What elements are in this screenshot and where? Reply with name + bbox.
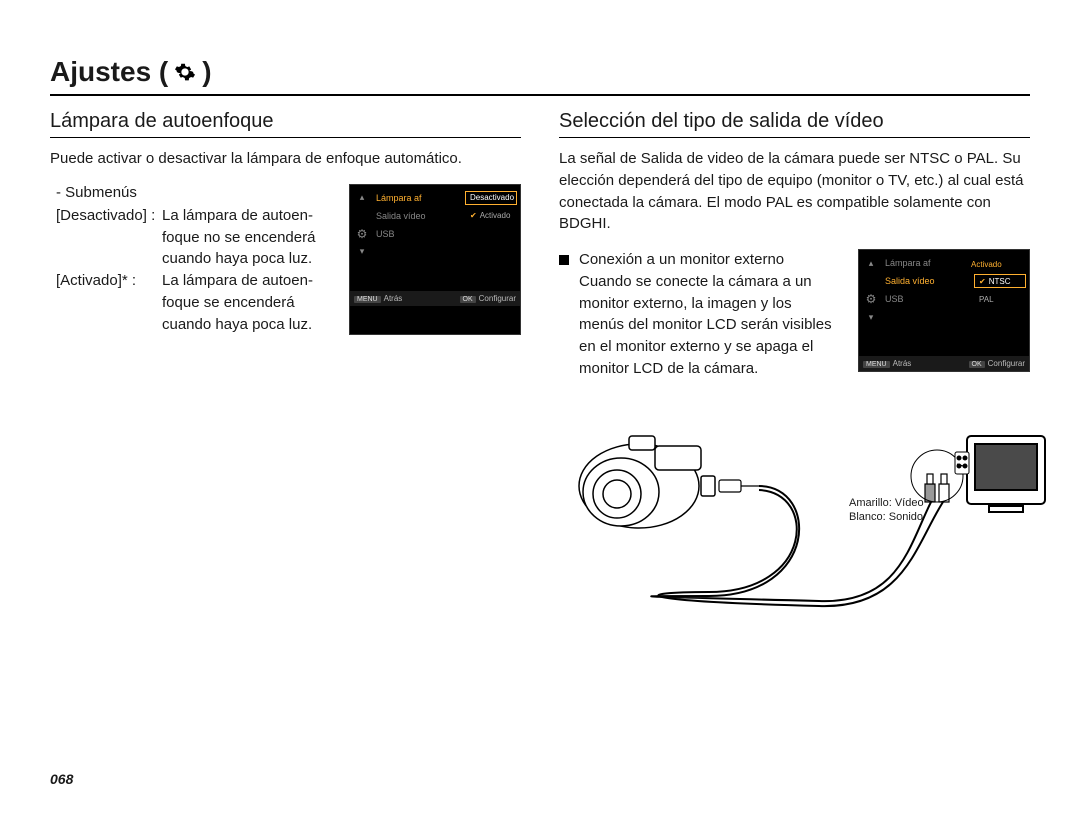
menu-item: Lámpara af (374, 193, 458, 203)
menu-option: PAL (974, 292, 1026, 306)
label-yellow: Amarillo: Vídeo (849, 496, 924, 511)
menu-button-icon: MENU (354, 296, 381, 303)
title-prefix: Ajustes ( (50, 56, 168, 88)
arrow-up-icon: ▴ (869, 258, 874, 269)
submenu-key: [Desactivado] : (56, 205, 162, 270)
menu-item: USB (883, 294, 967, 304)
camera-menu-af: ▴ Lámpara af Desactivado Salida vídeo ✔A… (349, 184, 521, 336)
connection-diagram: Amarillo: Vídeo Blanco: Sonido (559, 406, 1030, 626)
submenu-item: [Activado]* : La lámpara de autoen-foque… (50, 270, 333, 335)
lcd-footer: MENUAtrás OKConfigurar (350, 291, 520, 306)
bullet-body: Cuando se conecte la cámara a un monitor… (579, 271, 840, 380)
menu-value: Activado (967, 258, 1029, 269)
menu-item: Lámpara af (883, 258, 967, 268)
gear-icon (174, 61, 196, 83)
menu-option: ✔NTSC (974, 274, 1026, 288)
lcd-footer: MENUAtrás OKConfigurar (859, 356, 1029, 371)
menu-option: ✔Activado (465, 209, 517, 223)
square-bullet-icon (559, 255, 569, 265)
menu-option: Desactivado (465, 191, 517, 205)
title-suffix: ) (202, 56, 211, 88)
bullet-title: Conexión a un monitor externo (579, 249, 840, 271)
video-intro: La señal de Salida de video de la cámara… (559, 148, 1030, 235)
arrow-down-icon: ▾ (869, 312, 874, 323)
arrow-down-icon: ▾ (360, 246, 365, 257)
page-title: Ajustes ( ) (50, 56, 1030, 96)
right-column: Selección del tipo de salida de vídeo La… (559, 110, 1030, 626)
menu-item: USB (374, 229, 458, 239)
arrow-up-icon: ▴ (360, 192, 365, 203)
ok-button-icon: OK (460, 296, 476, 303)
camera-menu-video: ▴ Lámpara af Activado Salida vídeo ✔NTSC… (858, 249, 1030, 372)
submenu-item: [Desactivado] : La lámpara de autoen-foq… (50, 205, 333, 270)
section-heading-video: Selección del tipo de salida de vídeo (559, 110, 1030, 138)
submenu-key: [Activado]* : (56, 270, 162, 335)
gear-icon: ⚙ (350, 228, 374, 240)
menu-item: Salida vídeo (374, 211, 458, 221)
check-icon: ✔ (470, 211, 477, 220)
submenu-desc: La lámpara de autoen-foque se encenderá … (162, 270, 333, 335)
section-heading-af: Lámpara de autoenfoque (50, 110, 521, 138)
label-white: Blanco: Sonido (849, 510, 924, 525)
menu-button-icon: MENU (863, 361, 890, 368)
gear-icon: ⚙ (859, 293, 883, 305)
submenu-desc: La lámpara de autoen-foque no se encende… (162, 205, 333, 270)
page-number: 068 (50, 771, 73, 787)
submenu-label: - Submenús (50, 184, 333, 201)
check-icon: ✔ (979, 277, 986, 286)
menu-item: Salida vídeo (883, 276, 967, 286)
af-intro: Puede activar o desactivar la lámpara de… (50, 148, 521, 170)
ok-button-icon: OK (969, 361, 985, 368)
left-column: Lámpara de autoenfoque Puede activar o d… (50, 110, 521, 626)
cable-labels: Amarillo: Vídeo Blanco: Sonido (849, 496, 924, 526)
